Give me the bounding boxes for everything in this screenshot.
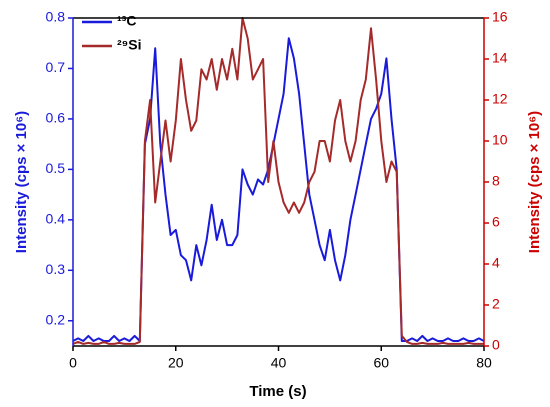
y2-tick-label: 8 [492,173,500,189]
y-tick-label: 0.6 [46,110,66,126]
x-tick-label: 20 [168,355,184,371]
y2-tick-label: 2 [492,296,500,312]
x-tick-label: 0 [69,355,77,371]
y-axis-label: Intensity (cps × 10⁶) [13,111,30,253]
x-tick-label: 80 [476,355,492,371]
y2-tick-label: 14 [492,50,508,66]
y-tick-label: 0.4 [46,211,66,227]
y-tick-label: 0.3 [46,261,66,277]
legend-label: ²⁹Si [117,37,142,53]
series-line [72,17,484,345]
x-tick-label: 40 [271,355,287,371]
y-tick-label: 0.7 [46,59,66,75]
series-line [72,37,485,342]
y-tick-label: 0.2 [46,311,66,327]
x-axis-label: Time (s) [249,383,306,400]
y2-tick-label: 6 [492,214,500,230]
y-tick-label: 0.5 [46,160,66,176]
y2-tick-label: 16 [492,9,508,25]
x-tick-label: 60 [373,355,389,371]
y2-tick-label: 0 [492,337,500,353]
legend-label: ¹³C [117,13,136,29]
y-tick-label: 0.8 [46,9,66,25]
y2-axis-label: Intensity (cps × 10⁶) [526,111,543,253]
y2-tick-label: 12 [492,91,508,107]
y2-tick-label: 4 [492,255,500,271]
y2-tick-label: 10 [492,132,508,148]
